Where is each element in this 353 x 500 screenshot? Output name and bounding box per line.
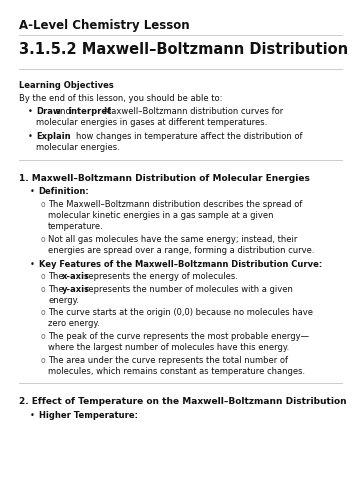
Text: A-Level Chemistry Lesson: A-Level Chemistry Lesson [19,20,190,32]
Text: The area under the curve represents the total number of: The area under the curve represents the … [48,356,288,364]
Text: 3.1.5.2 Maxwell–Boltzmann Distribution: 3.1.5.2 Maxwell–Boltzmann Distribution [19,42,348,56]
Text: The Maxwell–Boltzmann distribution describes the spread of: The Maxwell–Boltzmann distribution descr… [48,200,303,209]
Text: molecular kinetic energies in a gas sample at a given: molecular kinetic energies in a gas samp… [48,211,274,220]
Text: where the largest number of molecules have this energy.: where the largest number of molecules ha… [48,343,289,352]
Text: Not all gas molecules have the same energy; instead, their: Not all gas molecules have the same ener… [48,234,298,244]
Text: o: o [41,272,45,281]
Text: o: o [41,308,45,318]
Text: o: o [41,200,45,209]
Text: represents the number of molecules with a given: represents the number of molecules with … [84,284,292,294]
Text: •: • [30,260,35,268]
Text: energy.: energy. [48,296,79,305]
Text: how changes in temperature affect the distribution of: how changes in temperature affect the di… [76,132,303,141]
Text: Higher Temperature:: Higher Temperature: [38,411,138,420]
Text: 2. Effect of Temperature on the Maxwell–Boltzmann Distribution: 2. Effect of Temperature on the Maxwell–… [19,397,347,406]
Text: represents the energy of molecules.: represents the energy of molecules. [84,272,237,281]
Text: Draw: Draw [36,107,61,116]
Text: y-axis: y-axis [62,284,90,294]
Text: and: and [56,107,72,116]
Text: o: o [41,356,45,364]
Text: •: • [28,132,33,141]
Text: Learning Objectives: Learning Objectives [19,80,114,90]
Text: o: o [41,284,45,294]
Text: Definition:: Definition: [38,188,89,196]
Text: Maxwell–Boltzmann distribution curves for: Maxwell–Boltzmann distribution curves fo… [104,107,283,116]
Text: molecules, which remains constant as temperature changes.: molecules, which remains constant as tem… [48,366,305,376]
Text: By the end of this lesson, you should be able to:: By the end of this lesson, you should be… [19,94,223,104]
Text: interpret: interpret [68,107,112,116]
Text: x-axis: x-axis [62,272,90,281]
Text: energies are spread over a range, forming a distribution curve.: energies are spread over a range, formin… [48,246,315,255]
Text: •: • [30,411,35,420]
Text: o: o [41,332,45,341]
Text: zero energy.: zero energy. [48,320,100,328]
Text: 1. Maxwell–Boltzmann Distribution of Molecular Energies: 1. Maxwell–Boltzmann Distribution of Mol… [19,174,310,182]
Text: The: The [48,284,66,294]
Text: •: • [30,188,35,196]
Text: molecular energies in gases at different temperatures.: molecular energies in gases at different… [36,118,268,127]
Text: •: • [28,107,33,116]
Text: The: The [48,272,66,281]
Text: Explain: Explain [36,132,71,141]
Text: molecular energies.: molecular energies. [36,143,120,152]
Text: Key Features of the Maxwell–Boltzmann Distribution Curve:: Key Features of the Maxwell–Boltzmann Di… [38,260,322,268]
Text: The peak of the curve represents the most probable energy—: The peak of the curve represents the mos… [48,332,309,341]
Text: temperature.: temperature. [48,222,104,231]
Text: The curve starts at the origin (0,0) because no molecules have: The curve starts at the origin (0,0) bec… [48,308,313,318]
Text: o: o [41,234,45,244]
